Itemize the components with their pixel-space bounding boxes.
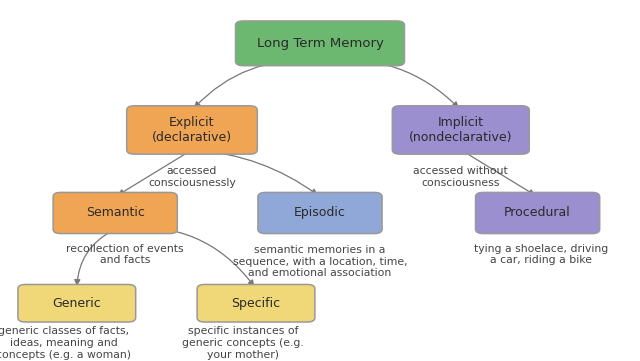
Text: Generic: Generic [52, 297, 101, 310]
FancyBboxPatch shape [236, 21, 404, 66]
FancyBboxPatch shape [18, 284, 136, 322]
Text: Implicit
(nondeclarative): Implicit (nondeclarative) [409, 116, 513, 144]
FancyBboxPatch shape [197, 284, 315, 322]
Text: tying a shoelace, driving
a car, riding a bike: tying a shoelace, driving a car, riding … [474, 244, 608, 265]
FancyBboxPatch shape [258, 192, 382, 234]
Text: Procedural: Procedural [504, 206, 571, 219]
Text: Specific: Specific [232, 297, 280, 310]
FancyBboxPatch shape [127, 106, 257, 154]
Text: Explicit
(declarative): Explicit (declarative) [152, 116, 232, 144]
Text: accessed without
consciousness: accessed without consciousness [413, 166, 508, 188]
Text: specific instances of
generic concepts (e.g.
your mother): specific instances of generic concepts (… [182, 326, 304, 360]
Text: Long Term Memory: Long Term Memory [257, 37, 383, 50]
Text: recollection of events
and facts: recollection of events and facts [66, 244, 184, 265]
FancyBboxPatch shape [392, 106, 529, 154]
Text: generic classes of facts,
ideas, meaning and
concepts (e.g. a woman): generic classes of facts, ideas, meaning… [0, 326, 131, 360]
Text: semantic memories in a
sequence, with a location, time,
and emotional associatio: semantic memories in a sequence, with a … [233, 245, 407, 278]
Text: Episodic: Episodic [294, 206, 346, 219]
Text: accessed
consciousnessly: accessed consciousnessly [148, 166, 236, 188]
Text: Semantic: Semantic [86, 206, 145, 219]
FancyBboxPatch shape [53, 192, 177, 234]
FancyBboxPatch shape [476, 192, 600, 234]
